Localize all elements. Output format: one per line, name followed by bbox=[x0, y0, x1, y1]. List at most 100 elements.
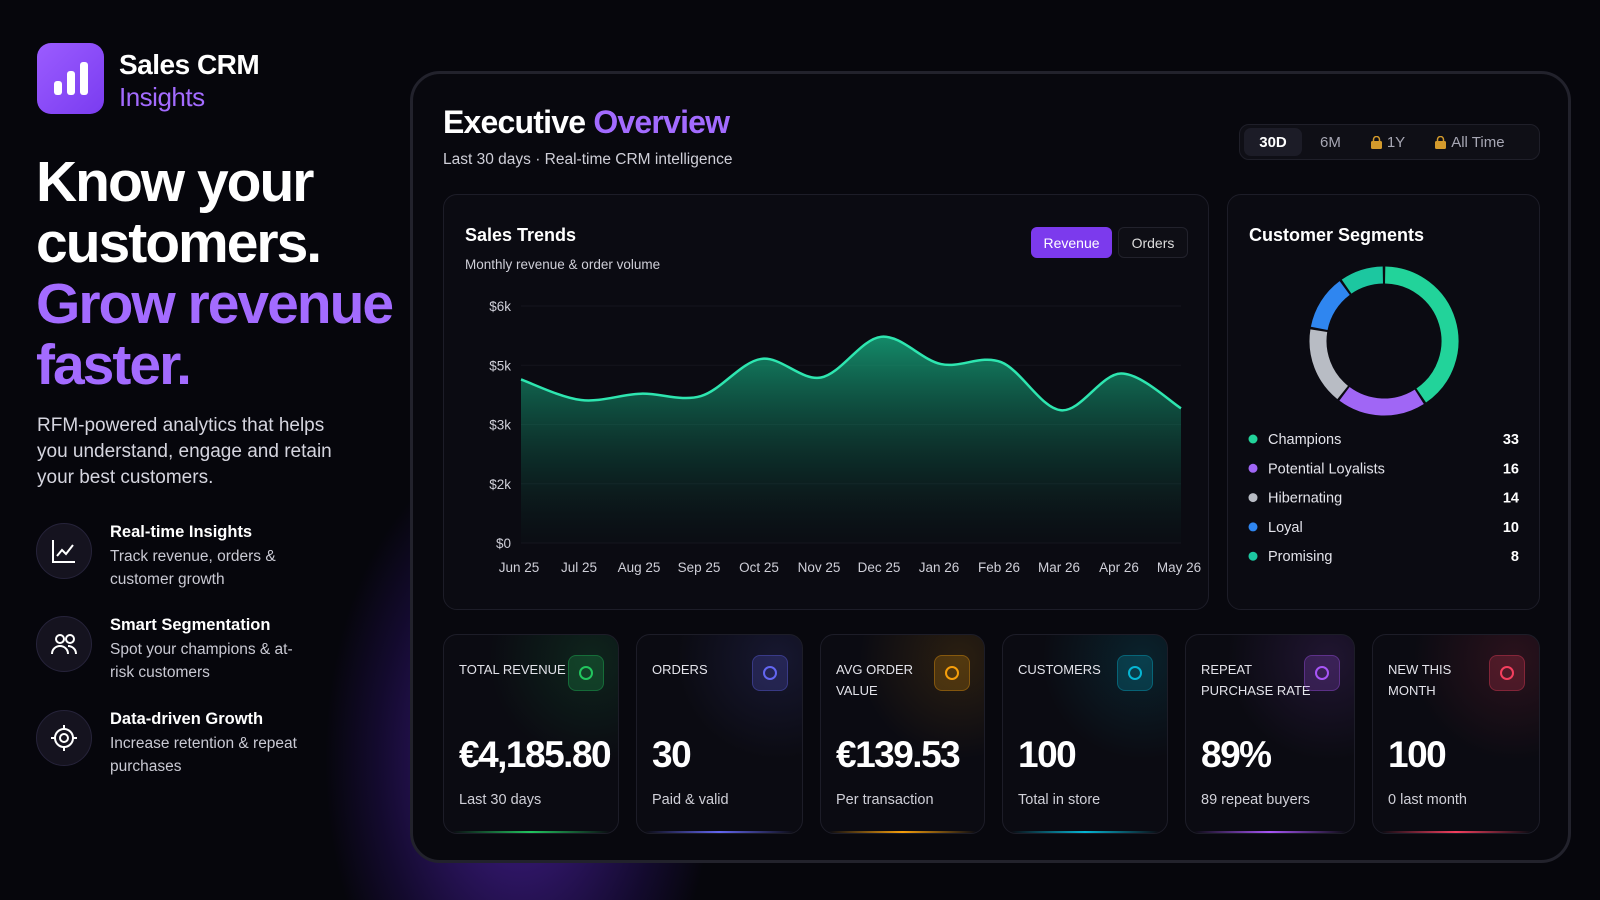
feature-text: Increase retention & repeat purchases bbox=[110, 735, 297, 775]
x-tick-label: Jun 25 bbox=[499, 560, 540, 575]
kpi-accent bbox=[829, 831, 976, 833]
headline-highlight: Grow revenue bbox=[36, 272, 394, 336]
kpi-card: CUSTOMERS 100 Total in store bbox=[1002, 634, 1168, 834]
lock-icon bbox=[1435, 135, 1447, 149]
kpi-label: CUSTOMERS bbox=[1018, 662, 1101, 677]
legend-dot bbox=[1248, 522, 1258, 532]
y-tick-label: $6k bbox=[489, 299, 511, 314]
chart-title: Customer Segments bbox=[1249, 225, 1425, 245]
kpi-note: Per transaction bbox=[836, 792, 934, 808]
x-tick-label: Jan 26 bbox=[919, 560, 960, 575]
headline: Know your customers. Grow revenue faster… bbox=[36, 150, 394, 397]
feature-title: Real-time Insights bbox=[110, 523, 253, 541]
y-tick-label: $3k bbox=[489, 418, 511, 433]
feature: Data-driven Growth Increase retention & r… bbox=[36, 710, 310, 778]
kpi-label: REPEAT PURCHASE RATE bbox=[1201, 662, 1311, 698]
legend-dot bbox=[1248, 434, 1258, 444]
legend-label: Loyal bbox=[1268, 520, 1303, 536]
kpi-value: 30 bbox=[652, 734, 692, 775]
kpi-value: 89% bbox=[1201, 734, 1272, 775]
donut-segment bbox=[1341, 266, 1384, 294]
kpi-icon bbox=[1489, 655, 1525, 691]
segments-card: Customer Segments bbox=[1227, 194, 1540, 610]
chart-title: Sales Trends bbox=[465, 225, 577, 245]
kpi-value: €4,185.80 bbox=[459, 734, 612, 775]
feature-title: Smart Segmentation bbox=[110, 616, 271, 634]
legend-dot bbox=[1248, 463, 1258, 473]
x-tick-label: May 26 bbox=[1157, 560, 1201, 575]
kpi-accent bbox=[1381, 831, 1531, 833]
legend-label: Potential Loyalists bbox=[1268, 461, 1385, 477]
range-button[interactable]: 30D bbox=[1244, 128, 1302, 156]
brand: Sales CRM Insights bbox=[119, 48, 260, 114]
kpi-value: 100 bbox=[1388, 734, 1447, 775]
headline-highlight: faster. bbox=[36, 333, 192, 397]
donut-segment bbox=[1310, 281, 1351, 331]
kpi-icon bbox=[1304, 655, 1340, 691]
chart-subtitle: Monthly revenue & order volume bbox=[465, 257, 661, 272]
y-tick-label: $2k bbox=[489, 477, 511, 492]
range-label: 1Y bbox=[1386, 133, 1406, 151]
kpi-accent bbox=[645, 831, 794, 833]
headline-line: Know your bbox=[36, 150, 315, 214]
kpi-label: NEW THIS MONTH bbox=[1388, 662, 1452, 698]
kpi-icon bbox=[934, 655, 970, 691]
kpi-label: AVG ORDER VALUE bbox=[836, 662, 914, 698]
dashboard-title: Executive Overview bbox=[443, 104, 730, 141]
feature-text: Track revenue, orders & customer growth bbox=[110, 548, 276, 588]
kpi-note: Paid & valid bbox=[652, 792, 729, 808]
range-button[interactable]: All Time bbox=[1423, 128, 1516, 156]
toggle-button[interactable]: Revenue bbox=[1031, 227, 1112, 258]
legend-label: Champions bbox=[1268, 432, 1341, 448]
title-highlight: Overview bbox=[593, 104, 730, 140]
kpi-note: 89 repeat buyers bbox=[1201, 792, 1310, 808]
feature: Real-time Insights Track revenue, orders … bbox=[36, 523, 310, 591]
kpi-note: 0 last month bbox=[1388, 792, 1467, 808]
legend-value: 14 bbox=[1503, 491, 1519, 507]
area-line bbox=[520, 335, 1182, 412]
kpi-accent bbox=[1194, 831, 1346, 833]
feature: Smart Segmentation Spot your champions & … bbox=[36, 616, 310, 684]
legend-value: 33 bbox=[1503, 432, 1519, 448]
feature-icon bbox=[36, 523, 92, 579]
x-tick-label: Jul 25 bbox=[561, 560, 597, 575]
x-tick-label: Sep 25 bbox=[678, 560, 721, 575]
brand-name: Sales CRM bbox=[119, 49, 260, 80]
kpi-card: NEW THIS MONTH 100 0 last month bbox=[1372, 634, 1540, 834]
hero-description: RFM-powered analytics that helps you und… bbox=[37, 415, 332, 488]
y-tick-label: $0 bbox=[496, 536, 511, 551]
legend-value: 8 bbox=[1511, 549, 1519, 565]
legend-value: 10 bbox=[1503, 520, 1519, 536]
x-tick-label: Oct 25 bbox=[739, 560, 779, 575]
x-tick-label: Feb 26 bbox=[978, 560, 1020, 575]
legend-dot bbox=[1248, 551, 1258, 561]
legend-label: Hibernating bbox=[1268, 491, 1342, 507]
feature-icon bbox=[36, 616, 92, 672]
kpi-icon bbox=[752, 655, 788, 691]
kpi-card: TOTAL REVENUE €4,185.80 Last 30 days bbox=[443, 634, 619, 834]
feature-title: Data-driven Growth bbox=[110, 710, 264, 728]
headline-line: customers. bbox=[36, 211, 322, 275]
kpi-value: 100 bbox=[1018, 734, 1077, 775]
kpi-icon bbox=[568, 655, 604, 691]
feature-icon bbox=[36, 710, 92, 766]
brand-tagline: Insights bbox=[119, 82, 205, 112]
kpi-card: REPEAT PURCHASE RATE 89% 89 repeat buyer… bbox=[1185, 634, 1355, 834]
toggle-button[interactable]: Orders bbox=[1118, 227, 1188, 258]
kpi-note: Last 30 days bbox=[459, 792, 542, 808]
kpi-value: €139.53 bbox=[836, 734, 961, 775]
dashboard-subtitle: Last 30 days · Real-time CRM intelligenc… bbox=[443, 151, 733, 168]
kpi-label: ORDERS bbox=[652, 662, 708, 677]
range-button[interactable]: 6M bbox=[1320, 133, 1341, 151]
kpi-accent bbox=[452, 831, 610, 833]
logo bbox=[37, 43, 104, 114]
donut-segment bbox=[1309, 329, 1349, 400]
range-button[interactable]: 1Y bbox=[1359, 128, 1417, 156]
lock-icon bbox=[1370, 135, 1382, 149]
legend-label: Promising bbox=[1268, 549, 1332, 565]
donut-segment bbox=[1384, 266, 1459, 403]
x-tick-label: Nov 25 bbox=[798, 560, 841, 575]
legend-dot bbox=[1248, 493, 1258, 503]
x-tick-label: Apr 26 bbox=[1099, 560, 1139, 575]
kpi-icon bbox=[1117, 655, 1153, 691]
